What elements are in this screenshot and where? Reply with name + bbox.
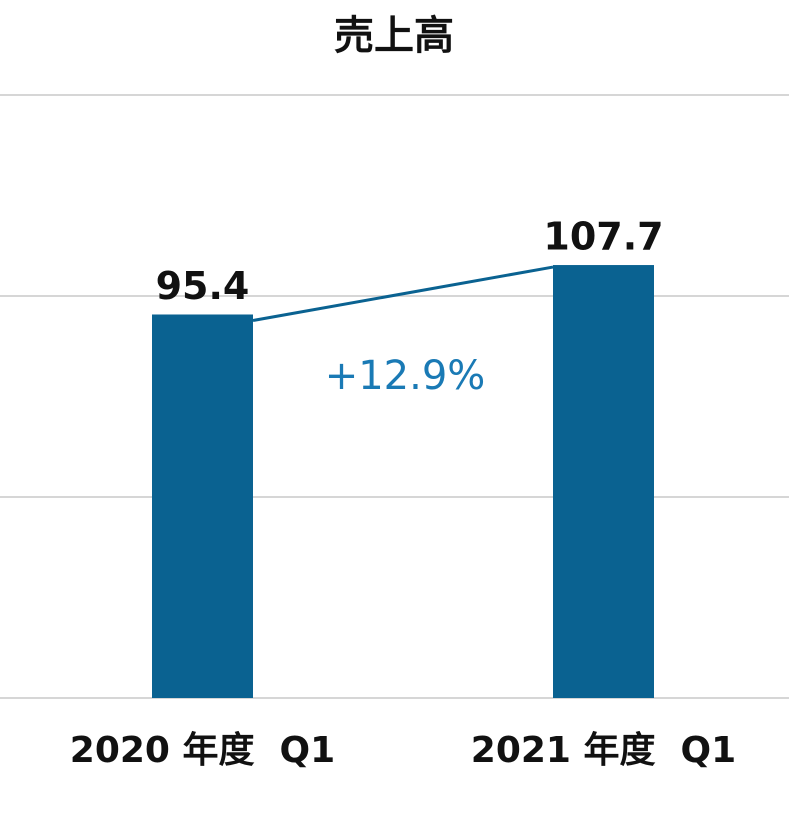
growth-connector	[252, 265, 554, 322]
data-label: 107.7	[543, 215, 663, 259]
x-tick-label: 2020 年度 Q1	[70, 730, 335, 771]
bar	[152, 314, 253, 698]
bar	[553, 265, 654, 698]
chart-title: 売上高	[334, 13, 454, 59]
data-label: 95.4	[156, 264, 250, 308]
x-tick-label: 2021 年度 Q1	[471, 730, 736, 771]
growth-annotation: +12.9%	[325, 353, 486, 399]
